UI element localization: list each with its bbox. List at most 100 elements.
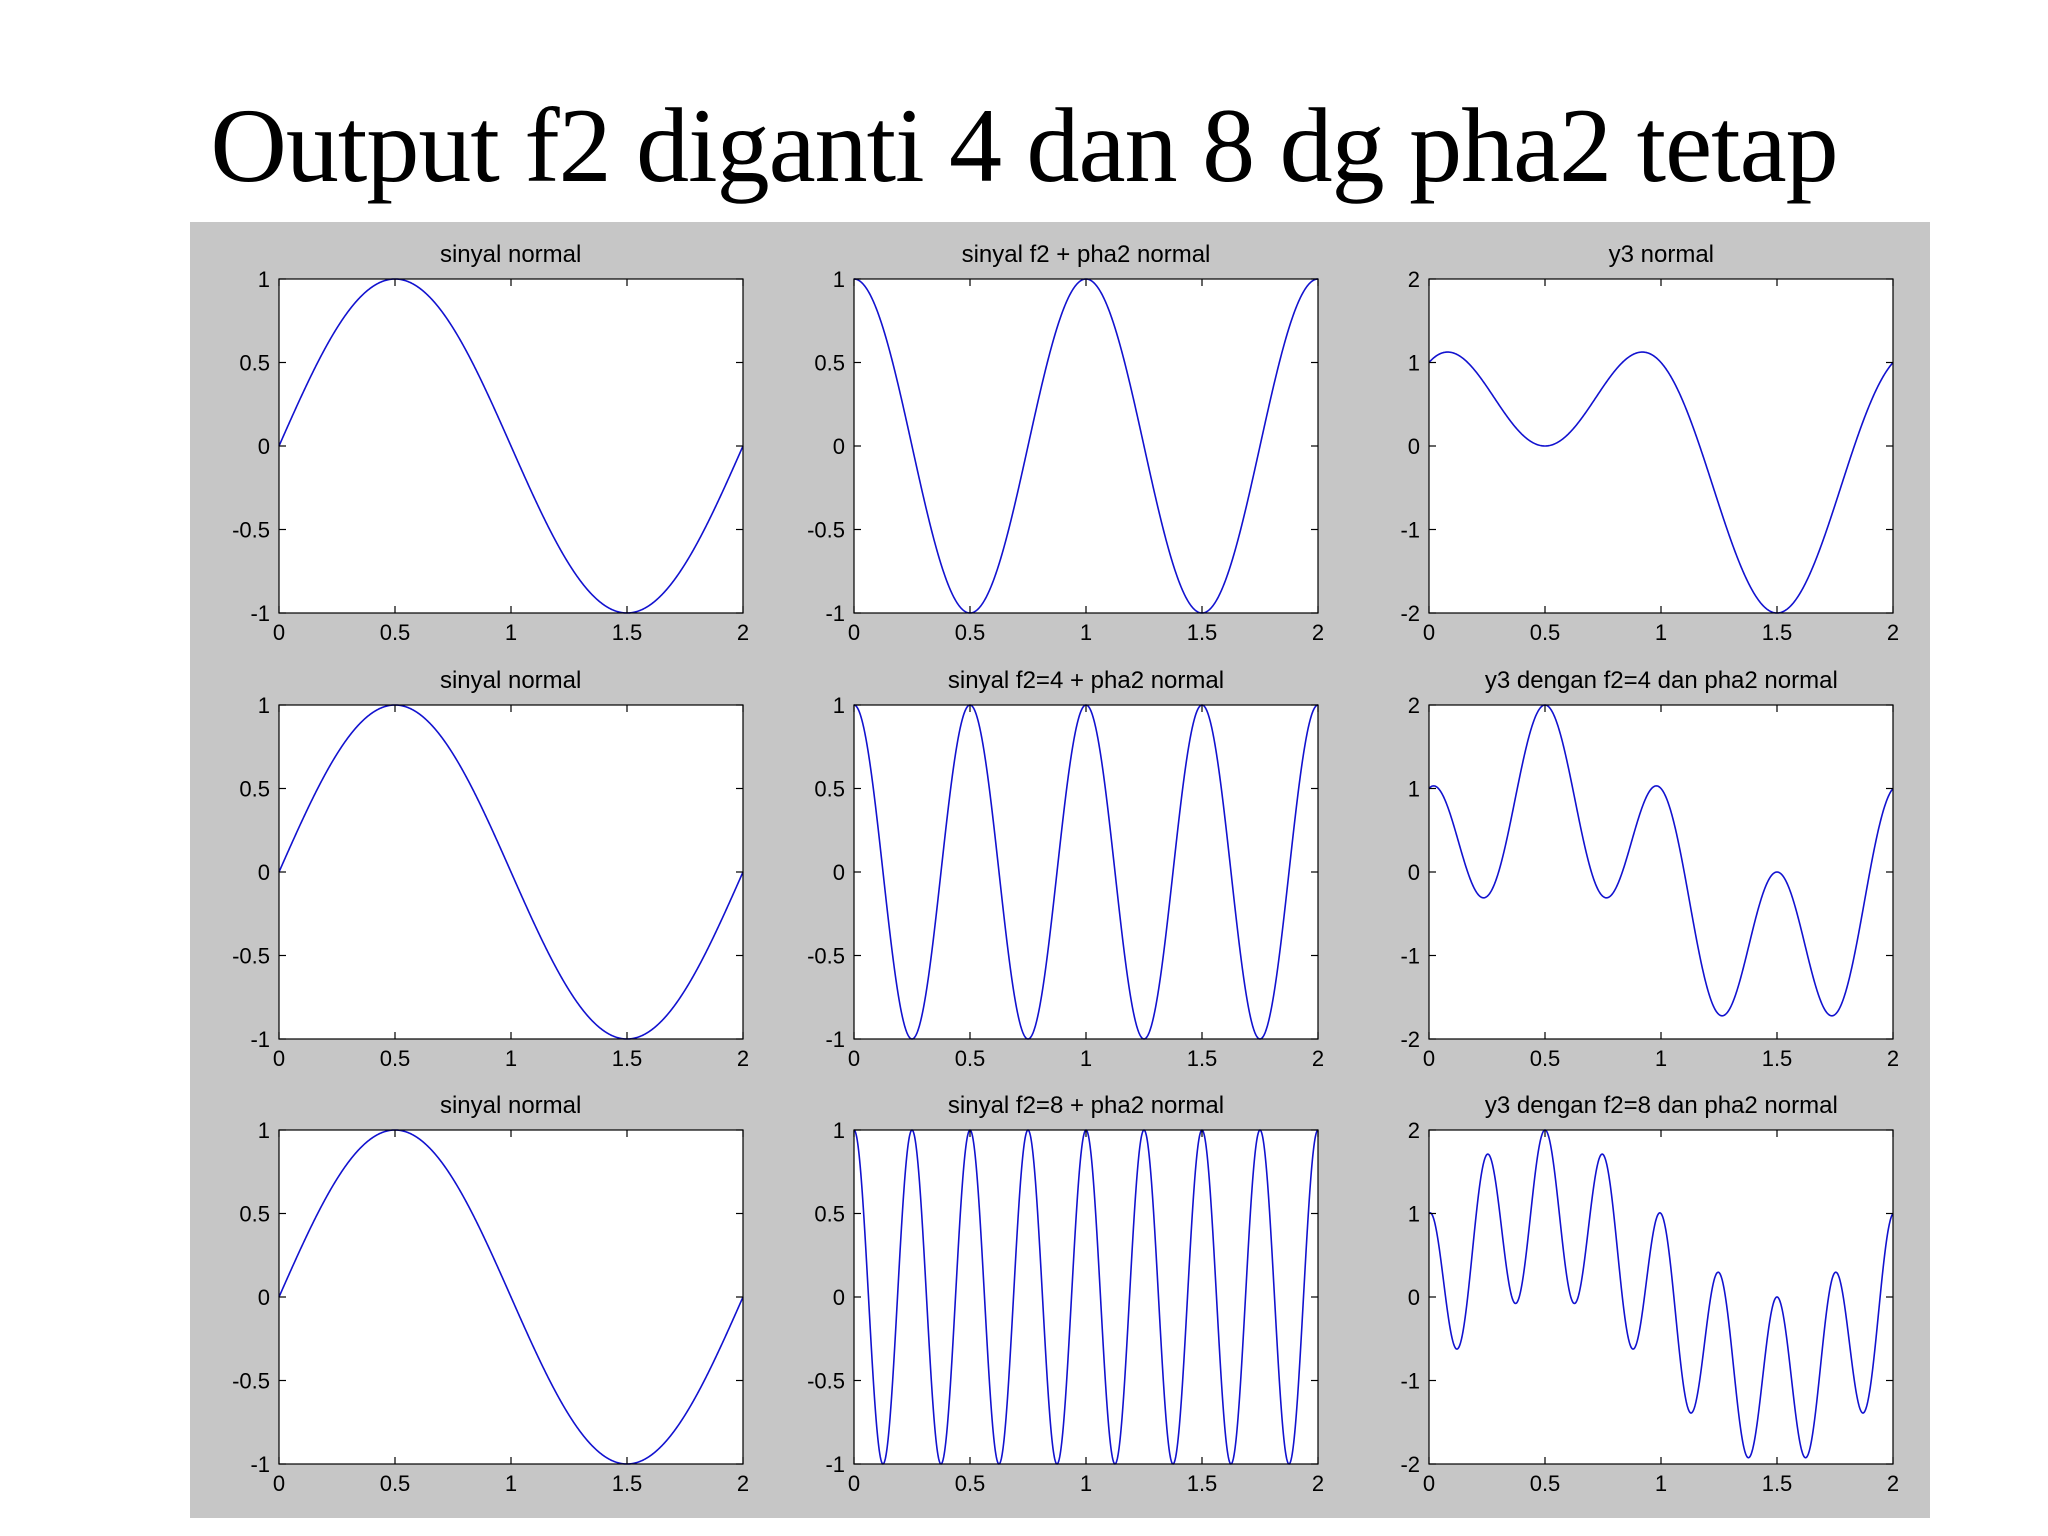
y-tick-label: 0.5 [239,776,270,801]
x-tick-label: 1 [505,1046,517,1071]
x-tick-label: 0 [848,1046,860,1071]
x-tick-label: 1 [1080,620,1092,645]
subplot-6: y3 dengan f2=4 dan pha2 normal 0 0.5 1 1.5 2 -… [1361,657,1910,1078]
x-tick-label: 0.5 [1530,620,1561,645]
signal-curve [1428,351,1894,615]
y-tick-label: -1 [825,1452,845,1477]
x-tick-label: 0.5 [955,620,986,645]
plot-title: sinyal f2 + pha2 normal [961,241,1211,269]
plot-title: y3 normal [1608,241,1714,269]
plot-canvas: 0 0.5 1 1.5 2 -1 -0.5 0 0.5 1 [807,1122,1324,1496]
y-tick-label: 1 [1408,776,1420,801]
x-tick-label: 2 [1887,1471,1899,1496]
axes-background [853,279,1318,614]
y-tick-label: 1 [257,697,269,718]
y-tick-label: 1 [833,271,845,292]
y-tick-label: 0 [1408,860,1420,885]
y-tick-label: -2 [1401,601,1421,626]
plot-title: sinyal normal [439,241,582,269]
axes-background [1429,1130,1894,1464]
plot-canvas: 0 0.5 1 1.5 2 -1 -0.5 0 0.5 1 [232,1122,749,1496]
y-tick-label: 0.5 [239,351,270,376]
x-tick-label: 1 [1655,1046,1667,1071]
x-tick-label: 1 [1080,1046,1092,1071]
y-tick-label: 0 [257,434,269,459]
signal-curve [277,703,744,1040]
y-tick-label: -1 [250,1452,270,1477]
plot-title: y3 dengan f2=4 dan pha2 normal [1484,666,1838,694]
x-tick-label: 1.5 [611,620,642,645]
y-tick-label: 0.5 [814,1202,845,1227]
y-tick-label: 1 [833,697,845,718]
x-tick-label: 0.5 [1530,1471,1561,1496]
x-tick-label: 0.5 [379,1046,410,1071]
y-tick-label: -0.5 [807,1369,845,1394]
x-tick-label: 1 [1655,620,1667,645]
x-tick-label: 1.5 [1762,1046,1793,1071]
x-tick-label: 1 [505,620,517,645]
x-tick-label: 1 [505,1471,517,1496]
x-tick-label: 0 [1423,620,1435,645]
x-tick-label: 1.5 [1187,1471,1218,1496]
plot-canvas: 0 0.5 1 1.5 2 -2 -1 0 1 2 [1401,1122,1900,1496]
y-tick-label: -1 [250,1027,270,1052]
axes-background [1429,279,1894,614]
plot-canvas: 0 0.5 1 1.5 2 -1 -0.5 0 0.5 1 [807,697,1324,1071]
x-tick-label: 0 [1423,1046,1435,1071]
x-tick-label: 0.5 [379,620,410,645]
plot-canvas: 0 0.5 1 1.5 2 -2 -1 0 1 2 [1401,271,1900,645]
matlab-figure: sinyal normal 0 0.5 1 1.5 2 -1 -0.5 0 0.5 1 sinyal … [190,222,1930,1518]
y-tick-label: -0.5 [807,943,845,968]
y-tick-label: 1 [257,271,269,292]
subplot-4: sinyal normal 0 0.5 1 1.5 2 -1 -0.5 0 0.5 1 [210,657,759,1078]
signal-curve [1428,1129,1894,1459]
x-tick-label: 0.5 [379,1471,410,1496]
slide-title: Output f2 diganti 4 dan 8 dg pha2 tetap [210,87,1838,205]
y-tick-label: -1 [825,1027,845,1052]
x-tick-label: 0.5 [955,1471,986,1496]
y-tick-label: 2 [1408,1122,1420,1143]
plot-title: y3 dengan f2=8 dan pha2 normal [1484,1092,1838,1119]
y-tick-label: 1 [833,1122,845,1143]
y-tick-label: 1 [1408,351,1420,376]
x-tick-label: 2 [737,620,749,645]
subplot-5: sinyal f2=4 + pha2 normal 0 0.5 1 1.5 2 -1 -0.5… [785,657,1334,1078]
y-tick-label: 0.5 [814,351,845,376]
x-tick-label: 1 [1655,1471,1667,1496]
x-tick-label: 0 [848,620,860,645]
x-tick-label: 2 [1312,620,1324,645]
plot-title: sinyal f2=4 + pha2 normal [947,666,1225,694]
y-tick-label: 0.5 [814,776,845,801]
x-tick-label: 0.5 [1530,1046,1561,1071]
x-tick-label: 2 [1312,1471,1324,1496]
plot-canvas: 0 0.5 1 1.5 2 -2 -1 0 1 2 [1401,697,1900,1071]
y-tick-label: 0 [257,860,269,885]
x-tick-label: 1.5 [611,1471,642,1496]
y-tick-label: -0.5 [232,943,270,968]
plot-canvas: 0 0.5 1 1.5 2 -1 -0.5 0 0.5 1 [232,697,749,1071]
y-tick-label: 2 [1408,697,1420,718]
x-tick-label: 0.5 [955,1046,986,1071]
x-tick-label: 2 [737,1046,749,1071]
x-tick-label: 0 [273,1471,285,1496]
x-tick-label: 1.5 [611,1046,642,1071]
y-tick-label: 1 [1408,1202,1420,1227]
y-tick-label: 0 [1408,434,1420,459]
x-tick-label: 1.5 [1762,620,1793,645]
signal-curve [1428,703,1894,1017]
y-tick-label: 0.5 [239,1202,270,1227]
plot-title: sinyal normal [439,1092,582,1119]
subplot-1: sinyal normal 0 0.5 1 1.5 2 -1 -0.5 0 0.5 1 [210,232,759,653]
x-tick-label: 2 [1312,1046,1324,1071]
x-tick-label: 1.5 [1187,1046,1218,1071]
y-tick-label: -1 [250,601,270,626]
signal-curve [277,278,744,615]
x-tick-label: 0 [1423,1471,1435,1496]
y-tick-label: 0 [257,1285,269,1310]
x-tick-label: 2 [1887,1046,1899,1071]
y-tick-label: -1 [825,601,845,626]
y-tick-label: -2 [1401,1452,1421,1477]
y-tick-label: 0 [833,860,845,885]
x-tick-label: 0 [273,1046,285,1071]
y-tick-label: -0.5 [232,518,270,543]
